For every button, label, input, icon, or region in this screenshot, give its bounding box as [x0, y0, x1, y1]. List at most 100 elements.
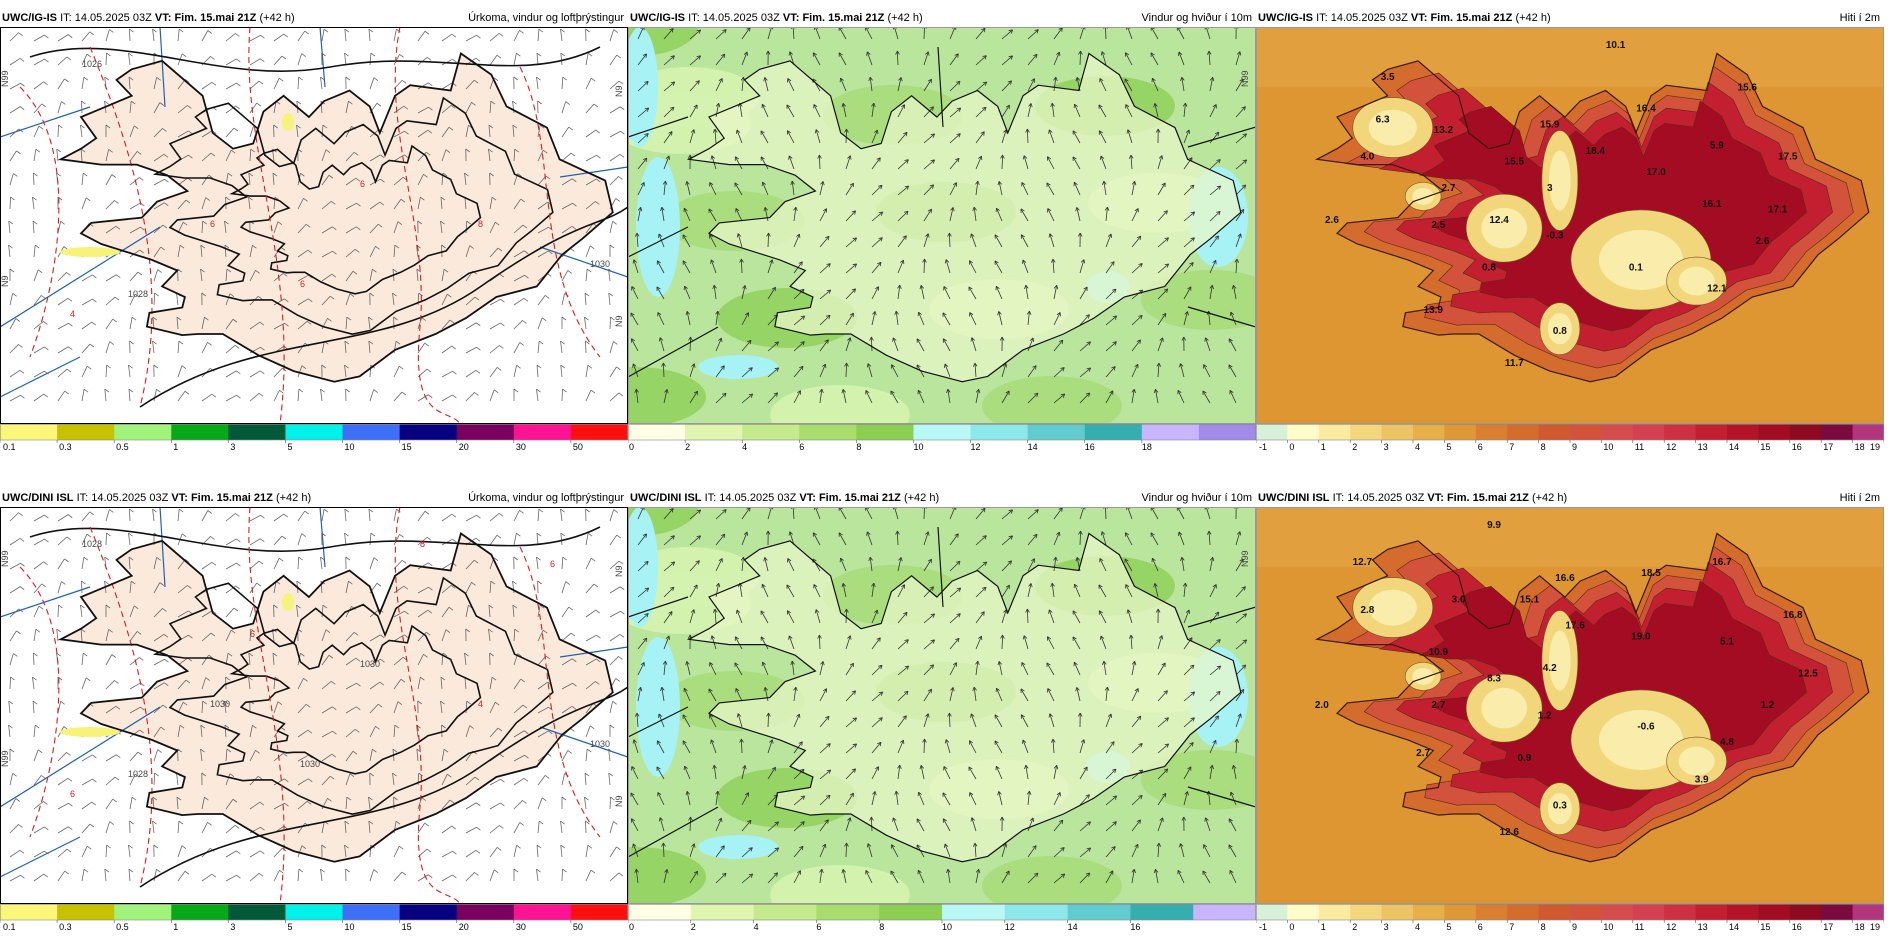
wind-arrow: [917, 311, 925, 326]
wind-barb: [33, 850, 49, 858]
colorbar-tick-label: 30: [516, 442, 526, 452]
map-area[interactable]: 10.1 3.5 6.3 13.2 4.0 2.7 15.9 16.4 15.6 18.4 5.9 1…: [1256, 27, 1884, 424]
wind-barb: [105, 124, 111, 138]
wind-barb: [201, 561, 217, 570]
wind-arrow: [995, 285, 1003, 300]
wind-barb: [537, 149, 548, 162]
wind-arrow: [760, 130, 769, 144]
wind-arrow: [682, 714, 691, 728]
wind-barb: [488, 124, 494, 138]
colorbar-tick-label: 0: [629, 922, 634, 932]
wind-arrow: [897, 557, 903, 572]
wind-barb: [177, 870, 190, 882]
wind-arrow: [1026, 310, 1032, 326]
wind-arrow: [1079, 766, 1088, 780]
wind-barb: [273, 535, 287, 546]
colorbar-swatch: [1601, 424, 1634, 440]
wind-barb: [561, 658, 577, 666]
wind-barb: [33, 538, 49, 546]
colorbar-swatch: [1130, 904, 1194, 920]
it-value: 14.05.2025 03Z: [91, 492, 169, 504]
coastline: [57, 532, 614, 863]
wind-arrow: [923, 184, 934, 196]
wind-barb: [393, 585, 409, 594]
map-area[interactable]: 9.9 12.7 16.6 18.5 16.7 15.1 3.0 2.8 17.6 19.0 16.…: [1256, 507, 1884, 904]
colorbar-swatch: [570, 904, 628, 920]
wind-arrow: [1105, 233, 1113, 248]
vt-label: VT:: [1427, 492, 1444, 504]
wind-barb: [201, 654, 213, 666]
wind-arrow: [866, 531, 873, 546]
wind-arrow: [917, 869, 925, 884]
wind-arrow: [1001, 560, 1012, 572]
map-area[interactable]: N99: [628, 27, 1256, 424]
wind-barb: [32, 700, 38, 714]
wind-barb: [465, 802, 481, 810]
temperature-label: 17.0: [1646, 167, 1666, 178]
wind-barb: [584, 316, 589, 330]
wind-arrow: [868, 76, 873, 92]
colorbar-swatch: [856, 424, 914, 440]
wind-barb: [561, 705, 577, 714]
wind-arrow: [817, 154, 822, 170]
wind-barb: [561, 76, 567, 90]
wind-arrow: [1235, 639, 1248, 650]
wind-arrow: [922, 258, 927, 274]
wind-arrow: [845, 263, 857, 274]
colorbar: 0 2 4 6 8 10 12 14 16 18: [628, 424, 1256, 454]
model-name: UWC/IG-IS: [1258, 12, 1313, 24]
wind-arrow: [994, 260, 1003, 274]
it-value: 14.05.2025 03Z: [74, 12, 152, 24]
wind-barb: [33, 605, 44, 618]
wind-barb: [57, 368, 72, 378]
wind-arrow: [688, 816, 693, 832]
wind-arrow: [712, 764, 717, 780]
wind-arrow: [637, 182, 645, 196]
precip-area: [282, 593, 294, 611]
wind-arrow: [1105, 261, 1115, 274]
wind-barb: [608, 292, 614, 306]
temperature-label: 2.0: [1315, 700, 1329, 711]
wind-barb: [489, 825, 504, 834]
colorbar-swatch: [57, 424, 115, 440]
wind-barb: [321, 508, 329, 522]
wind-arrow: [763, 207, 769, 222]
wind-arrow: [786, 584, 795, 598]
wind-barb: [441, 293, 452, 306]
wind-arrow: [949, 107, 962, 118]
wind-barb: [537, 317, 547, 330]
map-svg: N99: [628, 507, 1256, 904]
wind-barb: [321, 654, 334, 666]
wind-barb: [585, 681, 600, 690]
contour-label: 6: [210, 219, 215, 229]
wind-barb: [273, 513, 289, 522]
wind-arrow: [919, 285, 925, 300]
wind-arrow: [741, 765, 747, 780]
wind-barb: [153, 749, 162, 762]
map-area[interactable]: 10261028103066684L1026N99N9N9N9: [0, 27, 628, 424]
wind-arrow: [1235, 713, 1242, 728]
wind-barb: [33, 125, 44, 138]
wind-arrow: [715, 558, 723, 572]
wind-arrow: [767, 821, 779, 832]
wind-barb: [57, 272, 71, 282]
wind-arrow: [845, 337, 852, 352]
wind-barb: [249, 628, 255, 642]
axis-tick-label: N99: [0, 750, 10, 767]
wind-arrow: [923, 233, 930, 248]
wind-arrow: [1072, 610, 1081, 624]
wind-barb: [249, 582, 261, 594]
map-area[interactable]: 1028 1028 1030 1030 1030 1030 4 6 6 6 8 N99 N99 N9 N9: [0, 507, 628, 904]
wind-barb: [105, 844, 111, 858]
wind-barb: [249, 560, 264, 570]
wind-barb: [273, 298, 289, 306]
wind-arrow: [637, 587, 650, 598]
wind-barb: [609, 586, 625, 594]
colorbar-swatch: [1413, 904, 1445, 920]
wind-barb: [489, 298, 505, 306]
map-area[interactable]: N99: [628, 507, 1256, 904]
wind-barb: [417, 30, 430, 42]
colorbar-swatch: [1664, 424, 1697, 440]
wind-arrow: [637, 613, 649, 624]
wind-barb: [609, 392, 624, 402]
